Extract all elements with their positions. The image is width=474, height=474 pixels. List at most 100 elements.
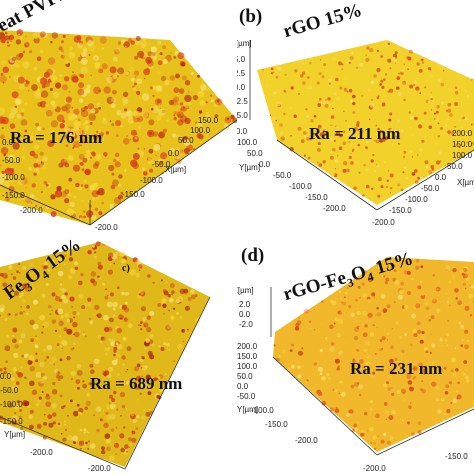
surface-texture (105, 414, 112, 421)
surface-texture (112, 56, 118, 62)
surface-texture (182, 340, 185, 343)
surface-texture (302, 81, 306, 85)
surface-texture (157, 108, 166, 116)
surface-texture (330, 407, 334, 412)
surface-texture (327, 97, 331, 101)
surface-texture (67, 193, 71, 197)
surface-texture (5, 360, 8, 364)
surface-texture (279, 123, 283, 127)
surface-texture (402, 171, 405, 174)
surface-texture (376, 49, 380, 53)
surface-texture (376, 312, 382, 317)
surface-texture (334, 134, 336, 136)
surface-texture (104, 295, 109, 300)
surface-texture (59, 123, 65, 129)
surface-texture (42, 375, 47, 380)
surface-texture (392, 277, 397, 282)
surface-texture (57, 321, 61, 325)
surface-texture (330, 172, 335, 177)
surface-texture (81, 51, 87, 58)
surface-texture (51, 389, 58, 395)
surface-texture (116, 75, 119, 78)
surface-texture (23, 353, 28, 358)
surface-texture (164, 373, 167, 376)
surface-texture (381, 85, 385, 89)
surface-texture (471, 78, 473, 81)
surface-texture (373, 139, 376, 142)
surface-texture (20, 36, 23, 40)
surface-texture (18, 263, 21, 266)
surface-texture (70, 268, 74, 272)
surface-texture (42, 321, 49, 328)
surface-texture (415, 303, 421, 309)
surface-texture (3, 370, 7, 375)
surface-texture (452, 372, 457, 377)
surface-texture (142, 357, 145, 360)
surface-texture (132, 136, 139, 143)
surface-texture (66, 208, 75, 216)
surface-texture (383, 78, 386, 81)
surface-texture (14, 313, 18, 317)
surface-texture (121, 405, 126, 409)
surface-texture (140, 321, 143, 324)
surface-texture (173, 111, 178, 115)
surface-texture (64, 428, 68, 431)
surface-texture (147, 274, 151, 278)
surface-plot-b: Z[µm] 5.0 2.5 0.0 -2.5 -5.0 150.0 100.0 … (237, 39, 474, 227)
surface-texture (70, 370, 76, 376)
surface-texture (118, 314, 124, 320)
surface-texture (152, 131, 159, 137)
surface-texture (33, 167, 40, 174)
surface-texture (93, 255, 98, 259)
surface-texture (454, 102, 459, 106)
surface-texture (348, 304, 352, 309)
surface-texture (407, 421, 410, 425)
x-axis-name-a: X[µm] (165, 165, 186, 174)
surface-texture (32, 323, 39, 330)
surface-texture (445, 384, 450, 389)
surface-texture (22, 147, 25, 150)
surface-texture (313, 114, 317, 118)
surface-texture (164, 101, 166, 103)
surface-texture (350, 312, 355, 317)
surface-texture (402, 156, 406, 159)
surface-texture (381, 336, 386, 341)
surface-texture (434, 141, 439, 146)
surface-texture (343, 87, 347, 91)
surface-texture (382, 102, 386, 106)
surface-texture (151, 51, 156, 56)
surface-texture (150, 52, 158, 59)
z-tick-d-1: 0.0 (239, 310, 251, 319)
surface-texture (90, 108, 96, 114)
surface-texture (350, 161, 354, 165)
surface-texture (424, 86, 427, 89)
surface-texture (138, 324, 140, 326)
surface-texture (357, 304, 359, 307)
surface-texture (385, 418, 388, 420)
surface-texture (113, 262, 116, 265)
surface-texture (82, 200, 84, 202)
x-tick-b-5: -50.0 (421, 184, 440, 193)
surface-texture (25, 287, 30, 292)
surface-texture (334, 168, 336, 170)
surface-texture (41, 210, 44, 212)
surface-texture (319, 132, 324, 137)
surface-texture (425, 165, 429, 169)
surface-texture (139, 358, 144, 362)
surface-texture (319, 75, 321, 77)
surface-texture (437, 122, 440, 125)
surface-texture (339, 380, 343, 384)
surface-texture (398, 130, 402, 134)
surface-texture (183, 288, 189, 294)
surface-plot-a: 150.0 100.0 50.0 0.0 -50.0 -100.0 -150.0… (0, 29, 237, 232)
surface-texture (319, 372, 323, 376)
roughness-label-b: Ra = 211 nm (309, 124, 401, 143)
surface-texture (464, 329, 469, 334)
surface-texture (152, 281, 155, 285)
surface-texture (83, 331, 85, 333)
surface-texture (126, 369, 129, 371)
y-tick-a-1: -50.0 (2, 156, 21, 165)
surface-texture (383, 383, 387, 388)
surface-texture (135, 188, 138, 190)
surface-texture (36, 337, 39, 341)
